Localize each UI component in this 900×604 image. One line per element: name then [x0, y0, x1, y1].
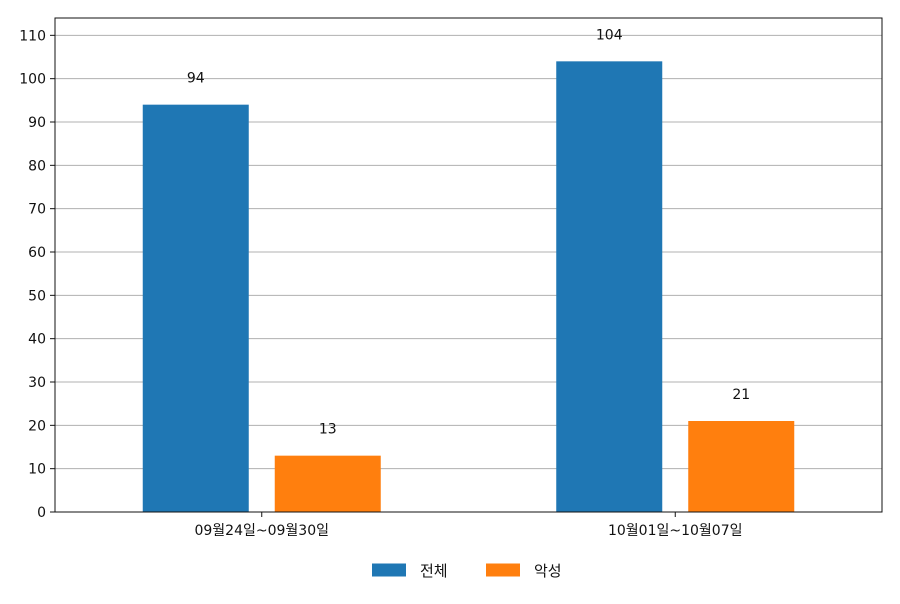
x-tick-label: 10월01일~10월07일 — [608, 523, 743, 539]
legend-swatch — [486, 563, 520, 577]
bar-total — [142, 104, 249, 513]
y-tick-label: 60 — [28, 245, 46, 261]
y-tick-label: 110 — [19, 28, 46, 44]
data-label: 104 — [596, 27, 623, 43]
axes: 0 10 20 30 40 50 60 70 80 90 100 110 09월24일~09월30일 10… — [19, 17, 883, 539]
y-tick-label: 80 — [28, 158, 46, 174]
y-tick-label: 30 — [28, 375, 46, 391]
data-label: 21 — [732, 387, 750, 403]
legend-label: 전체 — [420, 562, 448, 580]
plot-frame — [54, 17, 883, 513]
data-labels: 94 13 104 21 — [187, 27, 750, 437]
bar-total — [556, 61, 663, 512]
data-label: 13 — [319, 422, 337, 438]
x-tick-label: 09월24일~09월30일 — [194, 523, 329, 539]
y-tick-label: 90 — [28, 115, 46, 131]
y-tick-label: 40 — [28, 332, 46, 348]
y-tick-label: 100 — [19, 72, 46, 88]
y-tick-label: 0 — [37, 505, 46, 521]
y-tick-label: 50 — [28, 288, 46, 304]
bar-malicious — [274, 455, 381, 512]
legend-swatch — [372, 563, 406, 577]
y-tick-label: 20 — [28, 418, 46, 434]
legend: 전체 악성 — [372, 562, 562, 580]
legend-label: 악성 — [534, 562, 562, 580]
bar-malicious — [688, 421, 795, 512]
y-tick-label: 70 — [28, 202, 46, 218]
bars — [142, 61, 795, 513]
y-tick-label: 10 — [28, 462, 46, 478]
data-label: 94 — [187, 71, 205, 87]
